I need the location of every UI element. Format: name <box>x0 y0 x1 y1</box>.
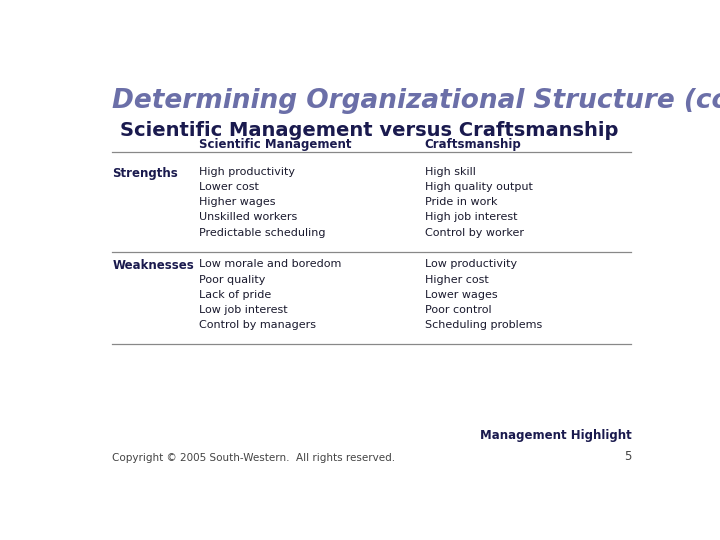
Text: Lack of pride: Lack of pride <box>199 289 271 300</box>
Text: Copyright © 2005 South-Western.  All rights reserved.: Copyright © 2005 South-Western. All righ… <box>112 453 395 463</box>
Text: Unskilled workers: Unskilled workers <box>199 213 297 222</box>
Text: Higher cost: Higher cost <box>425 274 489 285</box>
Text: 5: 5 <box>624 450 631 463</box>
Text: Predictable scheduling: Predictable scheduling <box>199 228 325 238</box>
Text: Low productivity: Low productivity <box>425 259 517 269</box>
Text: High job interest: High job interest <box>425 213 517 222</box>
Text: Low job interest: Low job interest <box>199 305 287 315</box>
Text: Craftsmanship: Craftsmanship <box>425 138 521 151</box>
Text: Control by managers: Control by managers <box>199 320 316 330</box>
Text: Scientific Management: Scientific Management <box>199 138 351 151</box>
Text: Control by worker: Control by worker <box>425 228 523 238</box>
Text: Strengths: Strengths <box>112 167 178 180</box>
Text: Lower wages: Lower wages <box>425 289 498 300</box>
Text: Poor control: Poor control <box>425 305 492 315</box>
Text: Pride in work: Pride in work <box>425 197 498 207</box>
Text: High quality output: High quality output <box>425 182 533 192</box>
Text: Scheduling problems: Scheduling problems <box>425 320 542 330</box>
Text: High productivity: High productivity <box>199 167 294 177</box>
Text: Weaknesses: Weaknesses <box>112 259 194 272</box>
Text: Low morale and boredom: Low morale and boredom <box>199 259 341 269</box>
Text: Scientific Management versus Craftsmanship: Scientific Management versus Craftsmansh… <box>120 121 618 140</box>
Text: Poor quality: Poor quality <box>199 274 265 285</box>
Text: Determining Organizational Structure (cont’d): Determining Organizational Structure (co… <box>112 87 720 113</box>
Text: Higher wages: Higher wages <box>199 197 275 207</box>
Text: High skill: High skill <box>425 167 476 177</box>
Text: Management Highlight: Management Highlight <box>480 429 631 442</box>
Text: Lower cost: Lower cost <box>199 182 258 192</box>
